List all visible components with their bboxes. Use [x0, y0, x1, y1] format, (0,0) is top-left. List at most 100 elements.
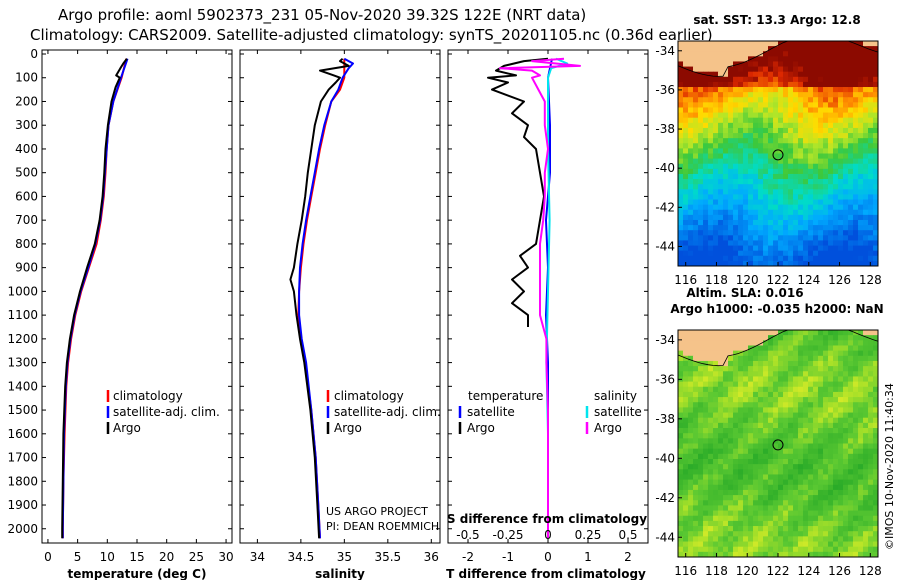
map-cell	[718, 148, 724, 154]
map-cell	[738, 76, 744, 83]
map-cell	[708, 500, 714, 506]
map-cell	[693, 371, 699, 377]
map-cell	[798, 260, 804, 267]
map-cell	[743, 112, 749, 119]
map-cell	[863, 163, 869, 170]
map-cell	[748, 474, 754, 481]
map-cell	[743, 360, 749, 367]
map-cell	[828, 122, 834, 129]
map-cell	[678, 51, 684, 57]
map-cell	[723, 250, 729, 257]
map-cell	[803, 381, 809, 388]
map-cell	[718, 225, 724, 231]
map-cell	[798, 479, 804, 486]
map-cell	[838, 230, 844, 236]
map-cell	[708, 184, 714, 190]
map-cell	[773, 381, 779, 388]
map-cell	[698, 209, 704, 216]
map-cell	[783, 335, 789, 341]
map-cell	[748, 163, 754, 170]
map-cell	[853, 255, 859, 262]
map-cell	[708, 448, 714, 455]
map-cell	[828, 330, 834, 336]
map-cell	[678, 505, 684, 511]
map-cell	[843, 107, 849, 113]
map-cell	[728, 240, 734, 246]
map-cell	[753, 479, 759, 486]
map-cell	[868, 41, 874, 47]
map-cell	[693, 433, 699, 439]
map-cell	[868, 397, 874, 403]
map-cell	[768, 66, 774, 73]
map-cell	[723, 168, 729, 175]
map-cell	[768, 397, 774, 403]
map-y-tick-label: -42	[655, 491, 675, 505]
map-cell	[763, 350, 769, 357]
map-cell	[743, 51, 749, 57]
map-cell	[733, 515, 739, 522]
map-cell	[843, 484, 849, 491]
map-cell	[708, 240, 714, 246]
map-cell	[748, 484, 754, 491]
map-cell	[703, 536, 709, 542]
depth-tick-label: 1700	[7, 451, 38, 465]
map-cell	[763, 448, 769, 455]
map-cell	[758, 260, 764, 267]
map-cell	[738, 179, 744, 185]
map-cell	[713, 240, 719, 246]
map-cell	[713, 225, 719, 231]
map-cell	[843, 531, 849, 537]
map-cell	[808, 366, 814, 372]
map-cell	[718, 335, 724, 341]
map-cell	[818, 117, 824, 124]
map-cell	[743, 71, 749, 78]
map-cell	[788, 526, 794, 532]
map-cell	[778, 225, 784, 231]
map-cell	[733, 76, 739, 83]
map-cell	[843, 168, 849, 175]
map-cell	[843, 505, 849, 511]
map-cell	[783, 81, 789, 88]
map-cell	[873, 225, 879, 231]
map-cell	[873, 102, 879, 108]
map-cell	[718, 376, 724, 382]
map-cell	[733, 495, 739, 501]
map-cell	[873, 546, 879, 553]
map-cell	[688, 350, 694, 357]
map-cell	[738, 474, 744, 481]
map-cell	[698, 391, 704, 398]
map-cell	[678, 199, 684, 206]
map-cell	[703, 407, 709, 413]
map-cell	[708, 510, 714, 517]
map-cell	[813, 428, 819, 434]
map-cell	[798, 391, 804, 398]
map-cell	[808, 520, 814, 527]
map-cell	[728, 489, 734, 496]
map-cell	[793, 225, 799, 231]
map-cell	[848, 230, 854, 236]
map-cell	[773, 402, 779, 408]
map-cell	[733, 458, 739, 465]
map-cell	[813, 371, 819, 377]
map-cell	[853, 438, 859, 444]
map-cell	[843, 407, 849, 413]
map-cell	[738, 500, 744, 506]
map-cell	[848, 546, 854, 553]
map-cell	[858, 214, 864, 221]
map-cell	[733, 112, 739, 119]
map-cell	[803, 443, 809, 450]
map-cell	[828, 469, 834, 475]
map-cell	[838, 386, 844, 393]
map-cell	[798, 366, 804, 372]
map-cell	[873, 340, 879, 346]
map-cell	[813, 474, 819, 481]
map-cell	[703, 112, 709, 119]
map-cell	[743, 122, 749, 129]
map-cell	[803, 453, 809, 460]
map-cell	[718, 214, 724, 221]
map-cell	[848, 143, 854, 149]
map-cell	[798, 255, 804, 262]
map-cell	[683, 371, 689, 377]
map-cell	[838, 443, 844, 450]
map-cell	[698, 168, 704, 175]
